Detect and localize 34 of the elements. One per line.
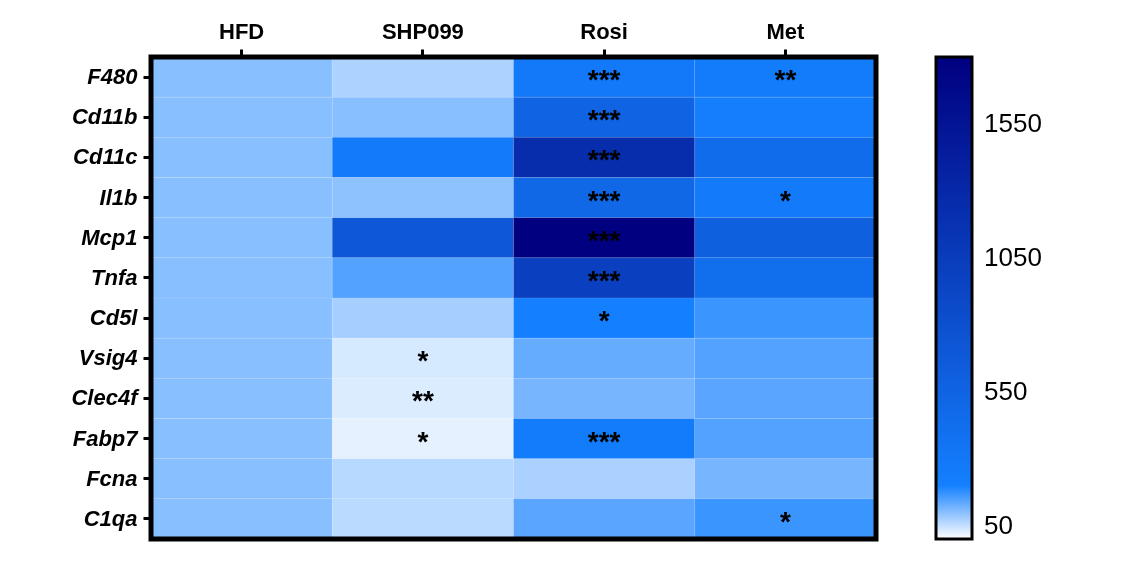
data-label: **: [411, 385, 434, 417]
color-bar-label: 1050: [984, 241, 1042, 272]
data-label: ***: [587, 184, 621, 216]
data-label: ***: [587, 224, 621, 256]
y-tick-label: Cd5l: [89, 305, 139, 331]
data-label: ***: [587, 425, 621, 457]
data-label: ***: [587, 64, 621, 96]
y-tick-label: Mcp1: [81, 224, 138, 250]
data-label: *: [779, 505, 791, 537]
color-bar-label: 1550: [984, 107, 1042, 138]
x-tick-label: SHP099: [381, 18, 464, 44]
data-label: ***: [587, 144, 621, 176]
data-label: *: [417, 425, 429, 457]
data-label: *: [598, 305, 610, 337]
y-tick-label: Fcna: [86, 465, 138, 491]
x-tick-label: HFD: [219, 18, 265, 44]
y-tick-label: Cd11b: [71, 104, 138, 130]
y-tick-label: Cd11c: [73, 144, 138, 170]
x-tick-label: Rosi: [580, 18, 628, 44]
data-label: **: [774, 64, 797, 96]
color-bar-label: 550: [984, 375, 1028, 406]
y-tick-label: F480: [87, 64, 139, 90]
color-bar-label: 50: [984, 509, 1013, 540]
y-tick-label: Clec4f: [71, 385, 141, 411]
y-tick-label: Il1b: [99, 184, 138, 210]
x-tick-label: Met: [766, 18, 805, 44]
data-label: ***: [587, 264, 621, 296]
data-label: *: [779, 184, 791, 216]
y-tick-label: Tnfa: [91, 264, 138, 290]
data-label: ***: [587, 104, 621, 136]
y-tick-label: C1qa: [83, 505, 138, 531]
data-label: *: [417, 345, 429, 377]
y-tick-label: Fabp7: [72, 425, 140, 451]
y-tick-label: Vsig4: [78, 345, 138, 371]
